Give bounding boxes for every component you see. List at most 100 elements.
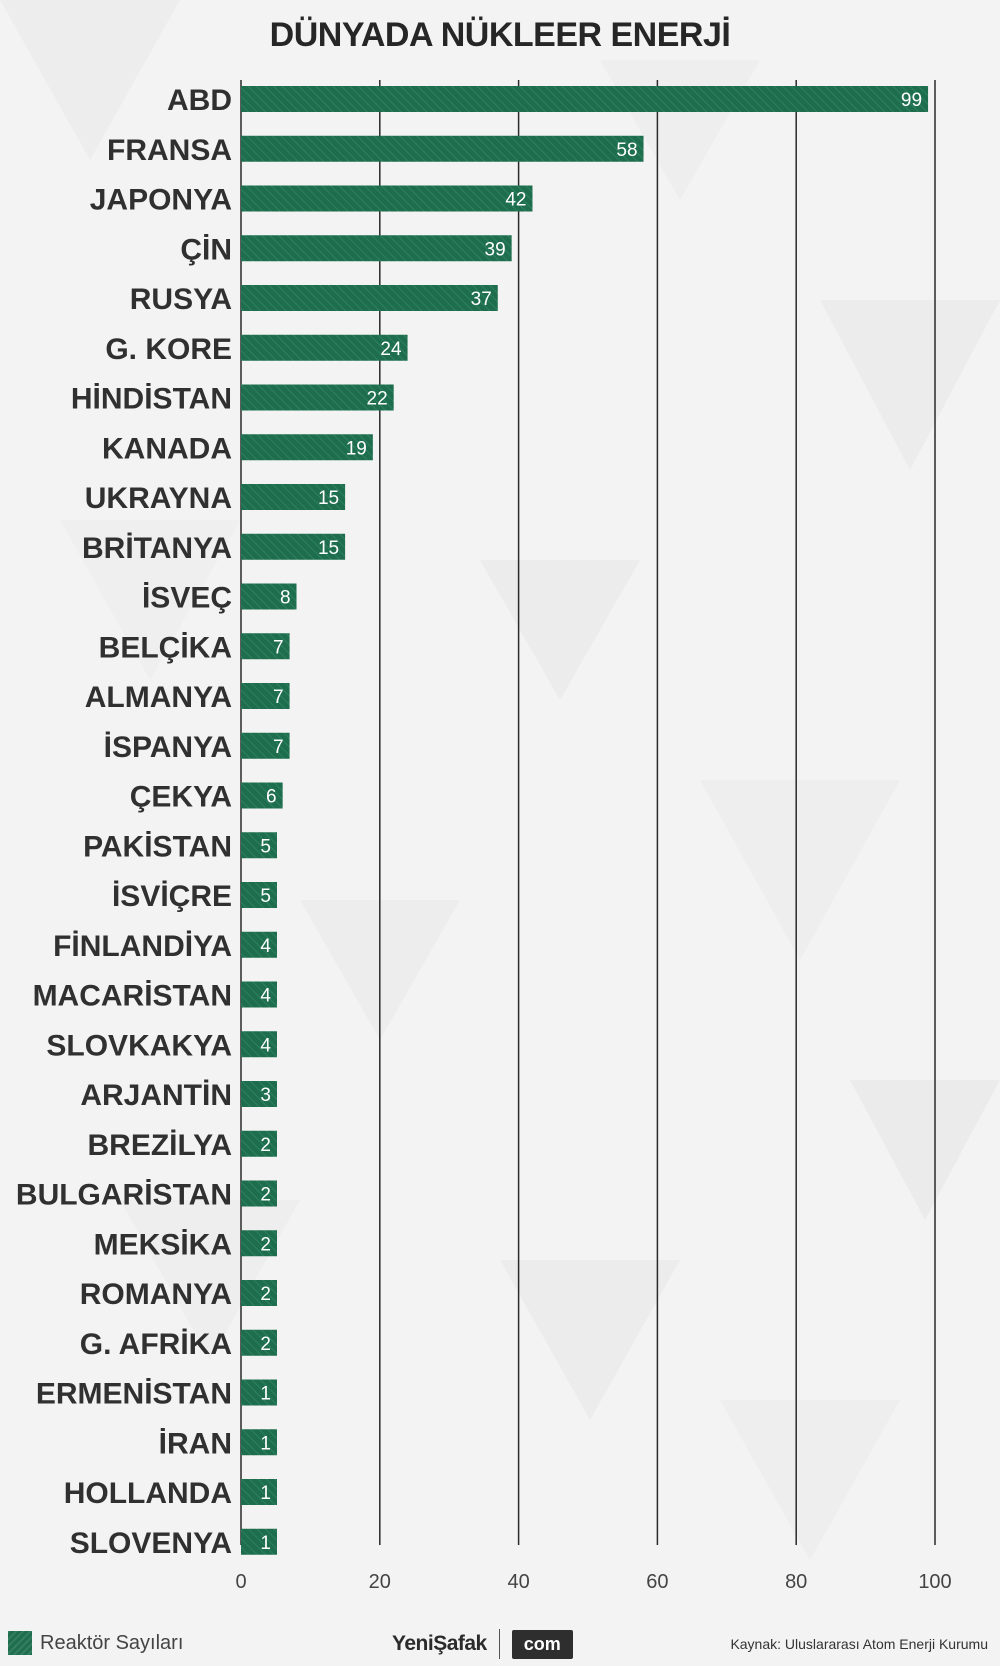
bar <box>241 1280 277 1306</box>
category-label: HİNDİSTAN <box>71 383 232 416</box>
category-label: BELÇİKA <box>99 631 232 664</box>
bar <box>241 832 277 859</box>
x-tick-label: 40 <box>507 1571 529 1593</box>
category-label: G. KORE <box>105 333 232 366</box>
category-label: ROMANYA <box>80 1278 232 1311</box>
bar <box>241 782 283 809</box>
bar-value-label: 42 <box>505 190 526 211</box>
bar <box>241 1180 277 1207</box>
brand-separator <box>498 1629 500 1659</box>
bar-value-label: 7 <box>273 637 284 658</box>
bar-value-label: 5 <box>260 886 271 907</box>
bar-value-label: 2 <box>260 1135 271 1156</box>
bar-value-label: 7 <box>273 737 284 758</box>
bar-value-label: 58 <box>616 140 637 161</box>
category-label: SLOVKAKYA <box>46 1029 232 1062</box>
x-tick-label: 0 <box>235 1571 246 1593</box>
bar-value-label: 15 <box>318 538 339 559</box>
x-tick-label: 100 <box>918 1571 951 1593</box>
bar-value-label: 7 <box>273 687 284 708</box>
category-label: G. AFRİKA <box>80 1328 232 1361</box>
category-label: HOLLANDA <box>64 1477 232 1510</box>
bar-value-label: 1 <box>260 1433 271 1454</box>
bar <box>241 235 512 262</box>
bar-value-label: 19 <box>346 438 367 459</box>
bar-value-label: 6 <box>266 787 277 808</box>
category-label: ALMANYA <box>85 681 232 714</box>
bar-value-label: 4 <box>260 986 271 1007</box>
bar-value-label: 2 <box>260 1334 271 1355</box>
category-label: ARJANTİN <box>80 1079 232 1112</box>
category-label: İSVİÇRE <box>112 880 232 913</box>
legend: Reaktör Sayıları <box>8 1628 183 1658</box>
brand-suffix: com <box>511 1629 573 1659</box>
bar <box>241 1429 277 1456</box>
brand-name: YeniŞafak <box>392 1632 487 1655</box>
bar-value-label: 1 <box>260 1533 271 1554</box>
category-label: SLOVENYA <box>70 1527 232 1560</box>
bar <box>241 484 346 510</box>
bar <box>241 533 346 560</box>
bar <box>241 1081 277 1107</box>
bar-value-label: 15 <box>318 488 339 509</box>
bar-value-label: 2 <box>260 1284 271 1305</box>
category-label: RUSYA <box>130 283 232 316</box>
bar-value-label: 4 <box>260 1035 271 1056</box>
category-label: KANADA <box>102 432 232 465</box>
legend-label: Reaktör Sayıları <box>40 1631 184 1654</box>
category-label: İSVEÇ <box>142 582 232 615</box>
bar <box>241 1031 277 1058</box>
category-label: JAPONYA <box>90 184 232 217</box>
chart-title: DÜNYADA NÜKLEER ENERJİ <box>269 16 731 54</box>
bar <box>241 1329 277 1356</box>
x-tick-label: 20 <box>369 1571 391 1593</box>
category-label: FİNLANDİYA <box>53 930 232 963</box>
bar-value-label: 39 <box>485 239 506 260</box>
bar <box>241 285 498 311</box>
brand-logo: YeniŞafak com <box>392 1628 573 1660</box>
bar <box>241 1130 277 1157</box>
bar <box>241 1528 277 1555</box>
x-tick-label: 80 <box>785 1571 807 1593</box>
bar <box>241 683 290 709</box>
bar <box>241 334 408 361</box>
bar <box>241 981 277 1008</box>
bar-value-label: 2 <box>260 1185 271 1206</box>
category-label: MEKSİKA <box>94 1228 232 1261</box>
bar-value-label: 1 <box>260 1483 271 1504</box>
source-note: Kaynak: Uluslararası Atom Enerji Kurumu <box>730 1636 988 1652</box>
bar <box>241 1230 277 1257</box>
bar <box>241 86 929 112</box>
legend-swatch <box>8 1631 32 1655</box>
bar-value-label: 22 <box>367 389 388 410</box>
bar-value-label: 2 <box>260 1234 271 1255</box>
bar <box>241 135 644 162</box>
bar-value-label: 24 <box>380 339 402 360</box>
bar-value-label: 4 <box>260 936 271 957</box>
bar <box>241 583 297 610</box>
bar <box>241 882 277 908</box>
bar-value-label: 8 <box>280 588 291 609</box>
bar-value-label: 99 <box>901 90 922 111</box>
category-label: BULGARİSTAN <box>16 1179 232 1212</box>
category-label: ERMENİSTAN <box>36 1378 232 1411</box>
category-label: BRİTANYA <box>82 532 232 565</box>
category-label: ÇİN <box>180 233 232 266</box>
category-label: İSPANYA <box>104 731 232 764</box>
bar <box>241 1379 277 1406</box>
category-label: MACARİSTAN <box>33 980 232 1013</box>
category-label: BREZİLYA <box>88 1129 233 1162</box>
bar <box>241 931 277 958</box>
bar <box>241 185 533 212</box>
category-label: UKRAYNA <box>85 482 232 515</box>
bar-value-label: 5 <box>260 836 271 857</box>
bar-value-label: 3 <box>260 1085 271 1106</box>
bar-value-label: 37 <box>471 289 492 310</box>
category-label: PAKİSTAN <box>83 830 232 863</box>
bar <box>241 384 394 411</box>
bar <box>241 1479 277 1505</box>
category-label: İRAN <box>159 1427 232 1460</box>
bar <box>241 732 290 759</box>
